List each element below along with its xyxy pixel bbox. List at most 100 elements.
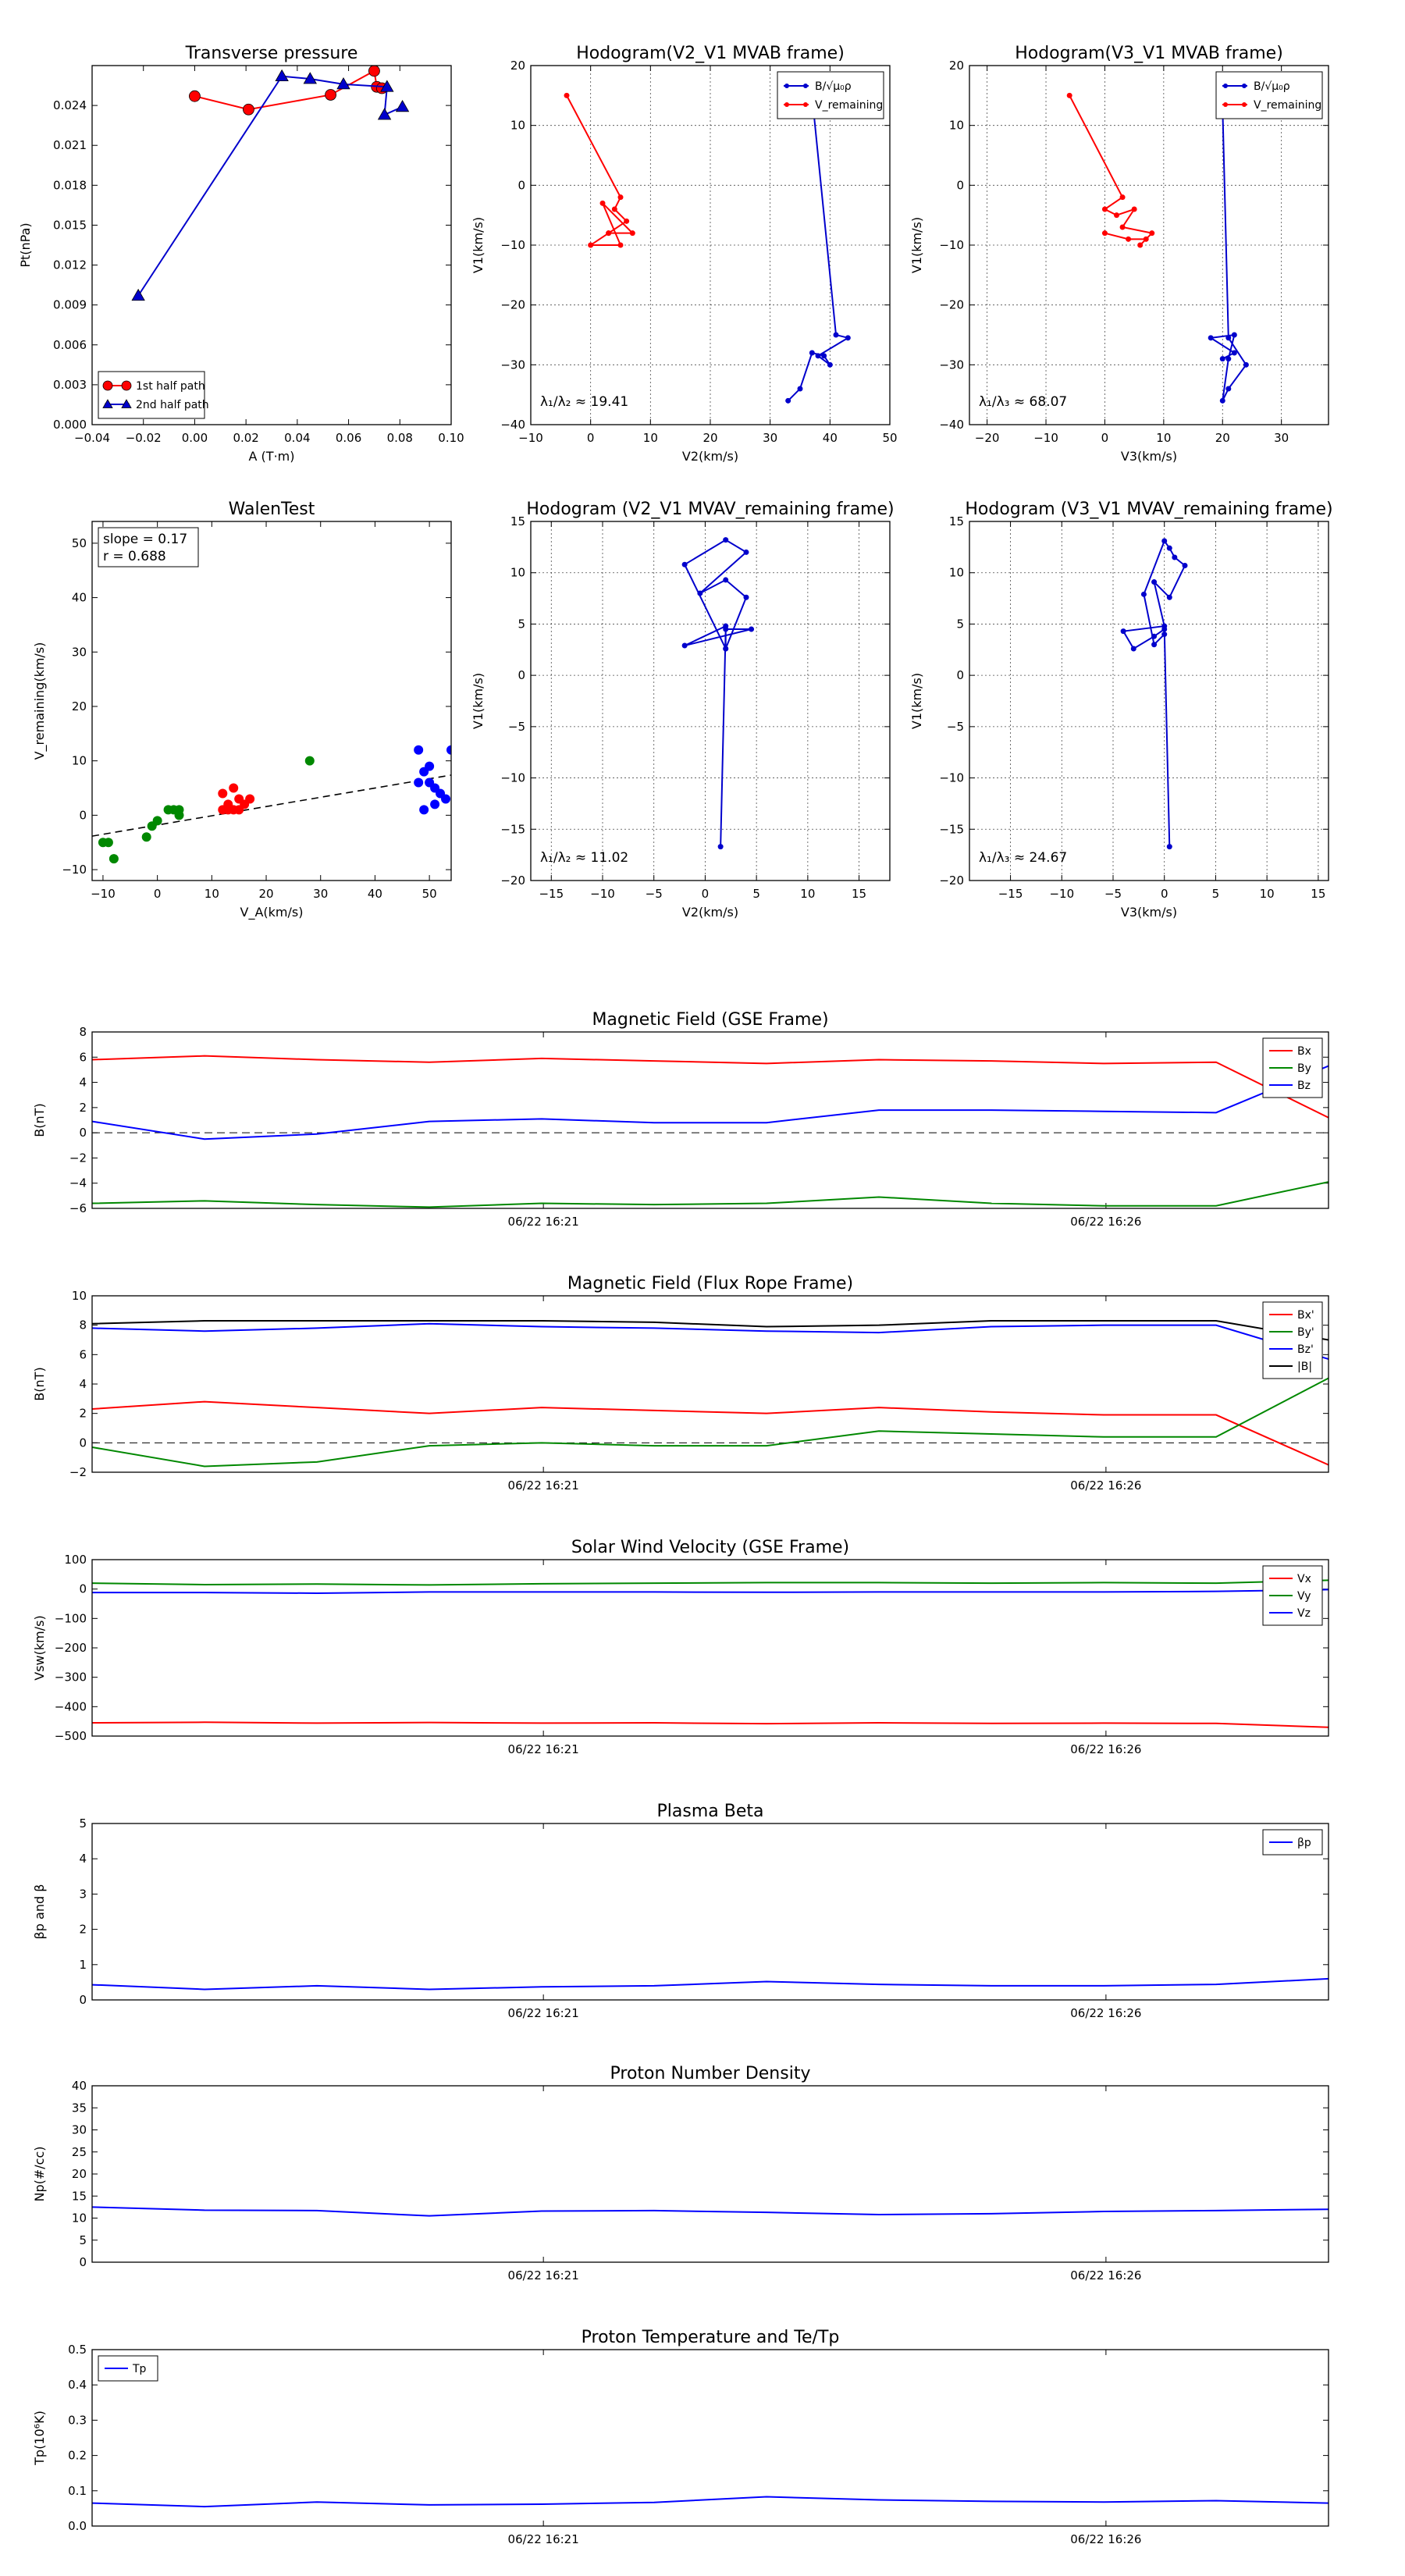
data-point bbox=[681, 561, 688, 568]
legend-label: By' bbox=[1297, 1326, 1314, 1339]
data-point bbox=[743, 594, 749, 600]
x-tick-label: 30 bbox=[1274, 431, 1289, 445]
y-axis-label: B(nT) bbox=[32, 1103, 47, 1137]
plot-frame bbox=[91, 1559, 1329, 1737]
y-tick-label: 30 bbox=[72, 2123, 87, 2137]
legend-label: B/√μ₀ρ bbox=[815, 80, 852, 93]
y-tick-label: 0 bbox=[79, 808, 87, 822]
series-line bbox=[92, 2496, 1329, 2508]
legend-label: |B| bbox=[1297, 1361, 1312, 1373]
data-point bbox=[419, 805, 429, 815]
y-axis-label: Vsw(km/s) bbox=[32, 1615, 47, 1680]
x-tick-label: −5 bbox=[646, 887, 663, 901]
data-point bbox=[723, 537, 729, 543]
y-tick-label: 0.0 bbox=[68, 2519, 87, 2533]
y-tick-label: 0 bbox=[518, 178, 525, 192]
series-line bbox=[92, 1579, 1329, 1586]
legend-box bbox=[98, 371, 205, 419]
data-point bbox=[377, 108, 392, 120]
data-point bbox=[821, 353, 827, 359]
y-tick-label: −20 bbox=[939, 298, 964, 312]
y-tick-label: 3 bbox=[79, 1887, 87, 1901]
chart-title: Plasma Beta bbox=[657, 1802, 764, 1821]
legend-marker bbox=[102, 399, 113, 408]
y-axis-label: Tp(10⁶K) bbox=[32, 2411, 47, 2466]
y-tick-label: −6 bbox=[69, 1201, 87, 1215]
y-tick-label: −15 bbox=[500, 822, 525, 836]
data-point bbox=[234, 805, 244, 815]
y-tick-label: 0.009 bbox=[53, 298, 87, 312]
y-tick-label: −10 bbox=[939, 238, 964, 252]
plot-frame bbox=[91, 1823, 1329, 2001]
y-tick-label: 20 bbox=[949, 59, 964, 73]
legend-marker bbox=[1242, 102, 1247, 107]
legend-box bbox=[1215, 71, 1323, 119]
annotation-text: λ₁/λ₃ ≈ 24.67 bbox=[979, 850, 1067, 866]
y-tick-label: −500 bbox=[55, 1729, 87, 1743]
data-point bbox=[723, 646, 729, 652]
data-point bbox=[275, 69, 289, 82]
data-point bbox=[797, 386, 803, 392]
legend-label: B/√μ₀ρ bbox=[1254, 80, 1290, 93]
chart-tpt: 0.0 0.1 0.2 0.3 0.4 0.5 06/22 16:21 06/22 16:26… bbox=[32, 2328, 1329, 2546]
data-point bbox=[1161, 632, 1168, 638]
y-tick-label: 0 bbox=[79, 2255, 87, 2269]
data-point bbox=[152, 816, 162, 826]
y-tick-label: −20 bbox=[500, 298, 525, 312]
chart-title: Solar Wind Velocity (GSE Frame) bbox=[571, 1538, 849, 1557]
y-axis-label: V_remaining(km/s) bbox=[32, 642, 48, 760]
y-tick-label: −200 bbox=[55, 1641, 87, 1655]
y-tick-label: 20 bbox=[72, 2167, 87, 2181]
legend-marker bbox=[784, 84, 789, 88]
y-tick-label: 0 bbox=[518, 668, 525, 682]
y-tick-label: 0.003 bbox=[53, 378, 87, 392]
annotation-text: slope = 0.17 bbox=[103, 532, 187, 547]
chart-tp: −0.04 −0.02 0.00 0.02 0.04 0.06 0.08 0.10 0.000 0… bbox=[18, 44, 464, 464]
data-point bbox=[624, 218, 630, 224]
legend-label: 1st half path bbox=[136, 380, 205, 393]
y-tick-label: 0.2 bbox=[68, 2449, 87, 2463]
plot-area bbox=[131, 66, 410, 301]
y-tick-label: 0 bbox=[79, 1993, 87, 2007]
x-tick-label: 0.04 bbox=[284, 431, 310, 445]
legend-label: Bz bbox=[1297, 1080, 1311, 1092]
x-tick-label: 06/22 16:26 bbox=[1070, 1215, 1141, 1229]
x-tick-label: 30 bbox=[763, 431, 777, 445]
data-point bbox=[1151, 579, 1158, 585]
y-tick-label: −400 bbox=[55, 1699, 87, 1713]
plot-frame bbox=[969, 521, 1329, 881]
y-tick-label: 10 bbox=[72, 754, 87, 768]
plot-frame bbox=[530, 521, 891, 881]
x-tick-label: 06/22 16:21 bbox=[508, 1215, 579, 1229]
data-point bbox=[174, 805, 184, 815]
y-tick-label: 8 bbox=[79, 1318, 87, 1332]
x-tick-label: 10 bbox=[1156, 431, 1171, 445]
series-line bbox=[1122, 539, 1186, 847]
y-tick-label: 0.000 bbox=[53, 418, 87, 432]
x-tick-label: 50 bbox=[422, 887, 437, 901]
data-point bbox=[441, 794, 451, 804]
legend-marker bbox=[121, 380, 132, 391]
series-line bbox=[92, 1320, 1329, 1341]
legend-label: By bbox=[1297, 1062, 1311, 1075]
series-line bbox=[92, 1400, 1329, 1466]
y-tick-label: −30 bbox=[500, 358, 525, 372]
legend-label: Tp bbox=[132, 2363, 147, 2375]
plot-area bbox=[92, 1579, 1329, 1728]
plot-area bbox=[92, 2206, 1329, 2217]
annotation-box bbox=[98, 527, 199, 568]
y-tick-label: 2 bbox=[79, 1923, 87, 1937]
x-tick-label: 06/22 16:26 bbox=[1070, 1478, 1141, 1493]
y-tick-label: 0 bbox=[79, 1582, 87, 1596]
data-point bbox=[681, 642, 688, 649]
y-tick-label: 30 bbox=[72, 645, 87, 659]
x-tick-label: 0.02 bbox=[233, 431, 258, 445]
x-tick-label: 20 bbox=[702, 431, 717, 445]
x-tick-label: 06/22 16:21 bbox=[508, 2268, 579, 2282]
x-tick-label: 30 bbox=[313, 887, 328, 901]
x-tick-label: 06/22 16:26 bbox=[1070, 2532, 1141, 2546]
x-tick-label: 0 bbox=[587, 431, 595, 445]
legend-label: Vy bbox=[1297, 1590, 1311, 1603]
x-tick-label: 50 bbox=[882, 431, 897, 445]
data-point bbox=[1225, 356, 1232, 362]
